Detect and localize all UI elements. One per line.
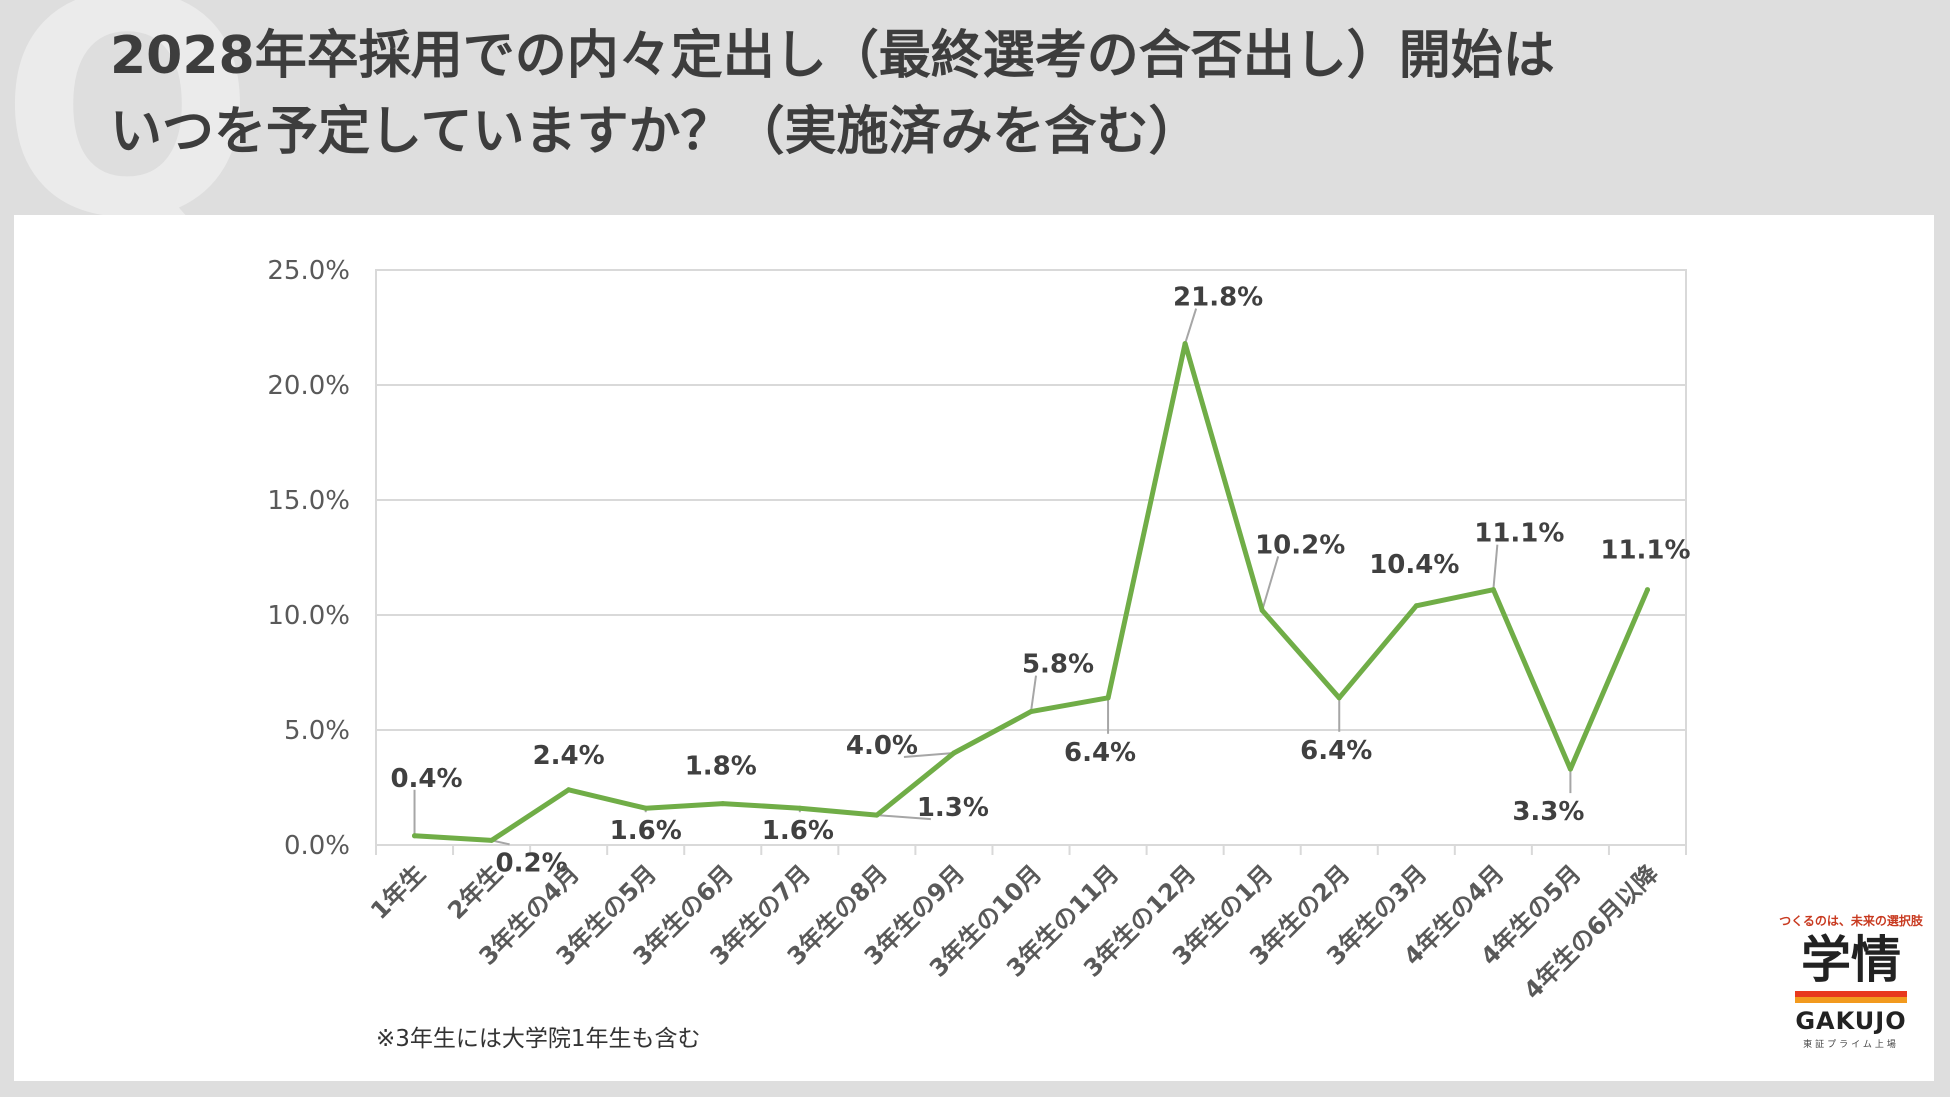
data-point bbox=[1644, 587, 1650, 593]
y-tick-label: 0.0% bbox=[284, 831, 350, 861]
data-label: 1.3% bbox=[917, 793, 989, 823]
data-label: 4.0% bbox=[846, 731, 918, 761]
x-tick-label: 1年生 bbox=[365, 859, 431, 925]
data-point bbox=[1028, 709, 1034, 715]
leader-line bbox=[876, 814, 931, 821]
footnote: ※3年生には大学院1年生も含む bbox=[376, 1026, 701, 1052]
leader-line bbox=[903, 752, 955, 758]
leader-line bbox=[1492, 544, 1499, 590]
leader-line bbox=[1261, 556, 1280, 611]
data-label: 10.4% bbox=[1369, 550, 1459, 580]
data-point bbox=[1105, 695, 1111, 701]
data-label: 5.8% bbox=[1022, 650, 1094, 680]
y-tick-label: 15.0% bbox=[267, 486, 350, 516]
data-point bbox=[489, 837, 495, 843]
data-point bbox=[797, 805, 803, 811]
brand-logo: つくるのは、未来の選択肢 学情 GAKUJO 東証プライム上場 bbox=[1756, 912, 1946, 1050]
page-title: 2028年卒採用での内々定出し（最終選考の合否出し）開始は いつを予定しています… bbox=[110, 18, 1810, 170]
data-label: 11.1% bbox=[1600, 536, 1690, 566]
data-point bbox=[1259, 607, 1265, 613]
y-tick-label: 5.0% bbox=[284, 716, 350, 746]
brand-color-bar bbox=[1795, 991, 1907, 1003]
data-point bbox=[643, 805, 649, 811]
y-tick-label: 20.0% bbox=[267, 371, 350, 401]
leader-line bbox=[1184, 308, 1198, 344]
data-label: 21.8% bbox=[1173, 283, 1263, 313]
data-point bbox=[566, 787, 572, 793]
data-label: 1.6% bbox=[762, 816, 834, 846]
data-label: 10.2% bbox=[1255, 530, 1345, 560]
data-point bbox=[720, 801, 726, 807]
data-label: 1.8% bbox=[685, 752, 757, 782]
title-line-2: いつを予定していますか？（実施済みを含む） bbox=[110, 102, 1201, 162]
x-tick-label: 4年生の6月以降 bbox=[1518, 859, 1664, 1005]
data-point bbox=[1413, 603, 1419, 609]
data-label: 3.3% bbox=[1512, 797, 1584, 827]
data-label: 6.4% bbox=[1064, 738, 1136, 768]
y-tick-label: 10.0% bbox=[267, 601, 350, 631]
brand-subtitle: 東証プライム上場 bbox=[1803, 1040, 1899, 1050]
data-point bbox=[874, 812, 880, 818]
data-point bbox=[1182, 341, 1188, 347]
data-point bbox=[412, 833, 418, 839]
brand-tagline: つくるのは、未来の選択肢 bbox=[1779, 914, 1923, 928]
data-label: 0.2% bbox=[496, 848, 568, 878]
data-label: 0.4% bbox=[390, 764, 462, 794]
data-label: 6.4% bbox=[1300, 736, 1372, 766]
data-point bbox=[1567, 766, 1573, 772]
data-point bbox=[951, 750, 957, 756]
leader-line bbox=[1030, 675, 1037, 712]
data-label: 11.1% bbox=[1474, 519, 1564, 549]
data-point bbox=[1336, 695, 1342, 701]
brand-name-latin: GAKUJO bbox=[1795, 1007, 1907, 1035]
data-label: 1.6% bbox=[610, 816, 682, 846]
title-line-1: 2028年卒採用での内々定出し（最終選考の合否出し）開始は bbox=[110, 26, 1555, 86]
data-label: 2.4% bbox=[533, 741, 605, 771]
chart-panel bbox=[14, 215, 1934, 1081]
y-tick-label: 25.0% bbox=[267, 256, 350, 286]
brand-name-kanji: 学情 bbox=[1801, 931, 1901, 989]
data-point bbox=[1490, 587, 1496, 593]
